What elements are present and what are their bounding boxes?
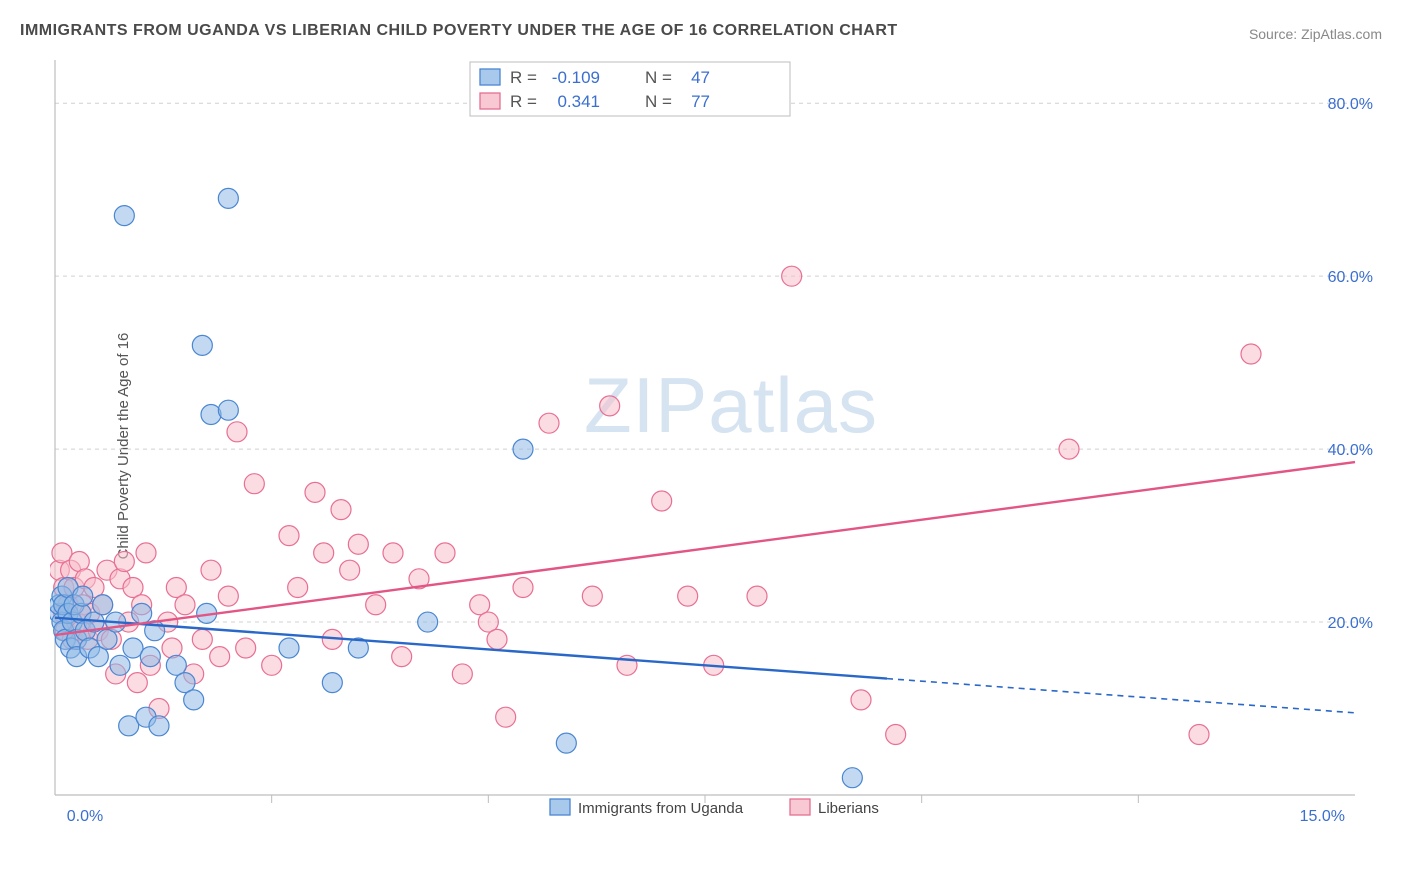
legend-label: Liberians xyxy=(818,800,879,817)
data-point-liberians xyxy=(201,560,221,580)
data-point-liberians xyxy=(487,629,507,649)
data-point-uganda xyxy=(418,612,438,632)
data-point-liberians xyxy=(236,638,256,658)
data-point-uganda xyxy=(140,647,160,667)
data-point-liberians xyxy=(435,543,455,563)
data-point-uganda xyxy=(218,188,238,208)
data-point-liberians xyxy=(244,474,264,494)
data-point-liberians xyxy=(1059,439,1079,459)
data-point-liberians xyxy=(218,586,238,606)
legend-swatch xyxy=(790,799,810,815)
chart-title: IMMIGRANTS FROM UGANDA VS LIBERIAN CHILD… xyxy=(20,22,898,40)
stats-n-label: N = xyxy=(645,68,672,87)
watermark: ZIPatlas xyxy=(584,361,878,449)
stats-r-label: R = xyxy=(510,68,537,87)
y-tick-label: 60.0% xyxy=(1328,269,1373,286)
data-point-uganda xyxy=(73,586,93,606)
data-point-liberians xyxy=(452,664,472,684)
data-point-liberians xyxy=(747,586,767,606)
stats-swatch-liberians xyxy=(480,93,500,109)
data-point-uganda xyxy=(556,733,576,753)
data-point-liberians xyxy=(1241,344,1261,364)
data-point-liberians xyxy=(227,422,247,442)
trend-line-uganda-extrapolated xyxy=(887,679,1355,713)
data-point-liberians xyxy=(288,577,308,597)
stats-n-value-liberians: 77 xyxy=(691,92,710,111)
data-point-liberians xyxy=(366,595,386,615)
legend-label: Immigrants from Uganda xyxy=(578,800,744,817)
data-point-uganda xyxy=(110,655,130,675)
data-point-liberians xyxy=(262,655,282,675)
data-point-liberians xyxy=(1189,724,1209,744)
data-point-uganda xyxy=(322,673,342,693)
data-point-uganda xyxy=(114,206,134,226)
data-point-liberians xyxy=(582,586,602,606)
y-tick-label: 40.0% xyxy=(1328,442,1373,459)
data-point-liberians xyxy=(210,647,230,667)
data-point-liberians xyxy=(340,560,360,580)
stats-r-value-liberians: 0.341 xyxy=(557,92,600,111)
data-point-uganda xyxy=(279,638,299,658)
stats-swatch-uganda xyxy=(480,69,500,85)
stats-r-value-uganda: -0.109 xyxy=(552,68,600,87)
data-point-liberians xyxy=(192,629,212,649)
y-tick-label: 20.0% xyxy=(1328,615,1373,632)
data-point-uganda xyxy=(192,335,212,355)
data-point-liberians xyxy=(279,526,299,546)
data-point-liberians xyxy=(331,500,351,520)
data-point-liberians xyxy=(348,534,368,554)
legend-swatch xyxy=(550,799,570,815)
stats-n-label: N = xyxy=(645,92,672,111)
data-point-liberians xyxy=(600,396,620,416)
data-point-liberians xyxy=(114,552,134,572)
data-point-liberians xyxy=(162,638,182,658)
x-tick-label: 15.0% xyxy=(1300,808,1345,825)
data-point-uganda xyxy=(201,405,221,425)
data-point-liberians xyxy=(127,673,147,693)
data-point-liberians xyxy=(513,577,533,597)
stats-r-label: R = xyxy=(510,92,537,111)
data-point-uganda xyxy=(93,595,113,615)
data-point-liberians xyxy=(652,491,672,511)
data-point-liberians xyxy=(886,724,906,744)
stats-n-value-uganda: 47 xyxy=(691,68,710,87)
data-point-uganda xyxy=(842,768,862,788)
data-point-uganda xyxy=(132,603,152,623)
y-tick-label: 80.0% xyxy=(1328,96,1373,113)
data-point-liberians xyxy=(851,690,871,710)
data-point-uganda xyxy=(149,716,169,736)
data-point-uganda xyxy=(218,400,238,420)
data-point-uganda xyxy=(184,690,204,710)
plot-area: 20.0% 40.0% 60.0% 80.0% ZIPatlas 0.0% 15.0% R =… xyxy=(50,55,1380,825)
data-point-liberians xyxy=(782,266,802,286)
data-point-liberians xyxy=(175,595,195,615)
data-point-liberians xyxy=(314,543,334,563)
data-point-liberians xyxy=(539,413,559,433)
source-attribution: Source: ZipAtlas.com xyxy=(1249,26,1382,42)
scatter-chart-svg: 20.0% 40.0% 60.0% 80.0% ZIPatlas 0.0% 15.0% R =… xyxy=(50,55,1380,825)
data-point-liberians xyxy=(383,543,403,563)
data-point-liberians xyxy=(305,482,325,502)
data-point-liberians xyxy=(392,647,412,667)
data-point-liberians xyxy=(496,707,516,727)
data-point-uganda xyxy=(513,439,533,459)
data-point-liberians xyxy=(136,543,156,563)
data-point-liberians xyxy=(678,586,698,606)
x-tick-label: 0.0% xyxy=(67,808,103,825)
